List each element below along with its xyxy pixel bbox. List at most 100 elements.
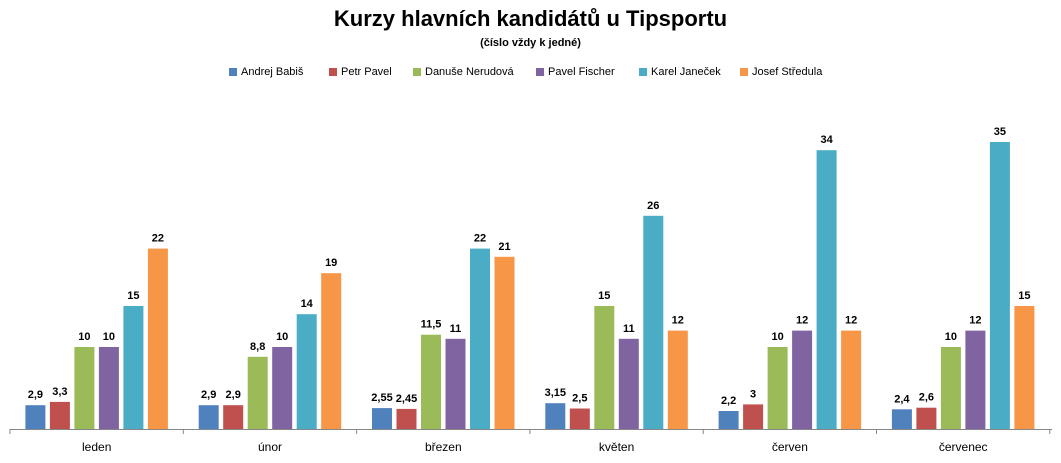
bar-value-label: 12 (845, 315, 857, 327)
bar-value-label: 3 (750, 388, 756, 400)
category-label: únor (258, 440, 282, 454)
bar-value-label: 22 (474, 233, 486, 245)
bar (396, 408, 417, 429)
bar-value-label: 10 (103, 331, 115, 343)
bar (494, 256, 515, 429)
bar-value-label: 2,9 (28, 389, 43, 401)
bar-value-label: 34 (820, 134, 833, 146)
bar (25, 405, 46, 429)
legend-label: Andrej Babiš (241, 66, 304, 78)
chart-title: Kurzy hlavních kandidátů u Tipsportu (333, 6, 728, 31)
bar (618, 338, 639, 429)
chart-subtitle: (číslo vždy k jedné) (480, 37, 581, 49)
bar (470, 248, 490, 429)
bar-value-label: 2,9 (201, 389, 216, 401)
bar-value-label: 14 (301, 298, 314, 310)
bar (421, 334, 441, 429)
category-label: červen (772, 440, 808, 454)
bar (916, 407, 937, 429)
bar (98, 347, 119, 429)
bar (223, 405, 244, 429)
legend-swatch (639, 68, 647, 76)
bar-value-label: 2,55 (371, 392, 392, 404)
bar (123, 306, 144, 429)
bar-value-label: 2,45 (396, 393, 417, 405)
bar (198, 405, 219, 429)
bar-value-label: 3,15 (545, 387, 566, 399)
bar-value-label: 2,9 (226, 389, 241, 401)
bar-value-label: 2,6 (919, 392, 934, 404)
bar-value-label: 11 (450, 323, 462, 335)
bar-value-label: 10 (276, 331, 288, 343)
legend-label: Danuše Nerudová (425, 66, 514, 78)
legend-label: Pavel Fischer (548, 66, 615, 78)
bar-value-label: 12 (796, 315, 808, 327)
legend-item: Petr Pavel (329, 66, 392, 78)
legend-item: Josef Středula (740, 66, 822, 78)
bar-value-label: 3,3 (52, 386, 67, 398)
bar-value-label: 2,5 (572, 393, 587, 405)
bar-value-label: 11,5 (421, 319, 442, 331)
bar (891, 409, 912, 429)
category-label: červenec (939, 440, 988, 454)
bar-value-label: 10 (945, 331, 957, 343)
bar-value-label: 2,2 (721, 395, 736, 407)
category-label: březen (425, 440, 462, 454)
bar-value-label: 22 (152, 233, 164, 245)
legend-label: Karel Janeček (651, 66, 721, 78)
bar (667, 330, 688, 429)
bar (445, 338, 466, 429)
bar (321, 273, 342, 429)
bar-value-label: 11 (623, 323, 635, 335)
legend-swatch (329, 68, 337, 76)
bar (49, 401, 70, 429)
bar (147, 248, 168, 429)
legend-label: Josef Středula (752, 66, 823, 78)
bar-value-label: 10 (771, 331, 783, 343)
bar-value-label: 12 (969, 315, 981, 327)
category-label: leden (82, 440, 111, 454)
bar-value-label: 2,4 (894, 393, 910, 405)
legend-swatch (740, 68, 748, 76)
bar (74, 347, 95, 429)
bar (989, 142, 1010, 429)
bar (247, 356, 268, 429)
category-label: květen (599, 440, 634, 454)
bar (372, 408, 392, 429)
bar (272, 347, 293, 429)
bar-value-label: 8,8 (250, 341, 265, 353)
legend-swatch (413, 68, 421, 76)
legend-item: Karel Janeček (639, 66, 721, 78)
legend-swatch (536, 68, 544, 76)
bar-value-label: 10 (78, 331, 90, 343)
bar (643, 215, 664, 429)
bar-value-label: 15 (127, 290, 139, 302)
bar (940, 347, 961, 429)
bar-value-label: 19 (325, 257, 337, 269)
bar (816, 150, 837, 429)
chart-legend: Andrej Babiš Petr Pavel Danuše Nerudová Pav… (0, 66, 1061, 82)
bar (296, 314, 317, 429)
bar (569, 408, 590, 429)
bar (743, 404, 764, 429)
bar (841, 330, 862, 429)
legend-label: Petr Pavel (341, 66, 392, 78)
bar (965, 330, 986, 429)
bar-value-label: 26 (647, 200, 659, 212)
legend-item: Danuše Nerudová (413, 66, 514, 78)
bar (1014, 306, 1035, 429)
bar-value-label: 15 (1018, 290, 1030, 302)
legend-item: Pavel Fischer (536, 66, 615, 78)
bar (545, 403, 566, 429)
bar (767, 347, 788, 429)
legend-swatch (229, 68, 237, 76)
legend-item: Andrej Babiš (229, 66, 303, 78)
bar (792, 330, 813, 429)
bar-value-label: 35 (994, 126, 1006, 138)
bar (718, 411, 739, 429)
bar-value-label: 15 (598, 290, 610, 302)
bar (594, 306, 615, 429)
bar-value-label: 21 (498, 241, 510, 253)
bar-value-label: 12 (672, 315, 684, 327)
